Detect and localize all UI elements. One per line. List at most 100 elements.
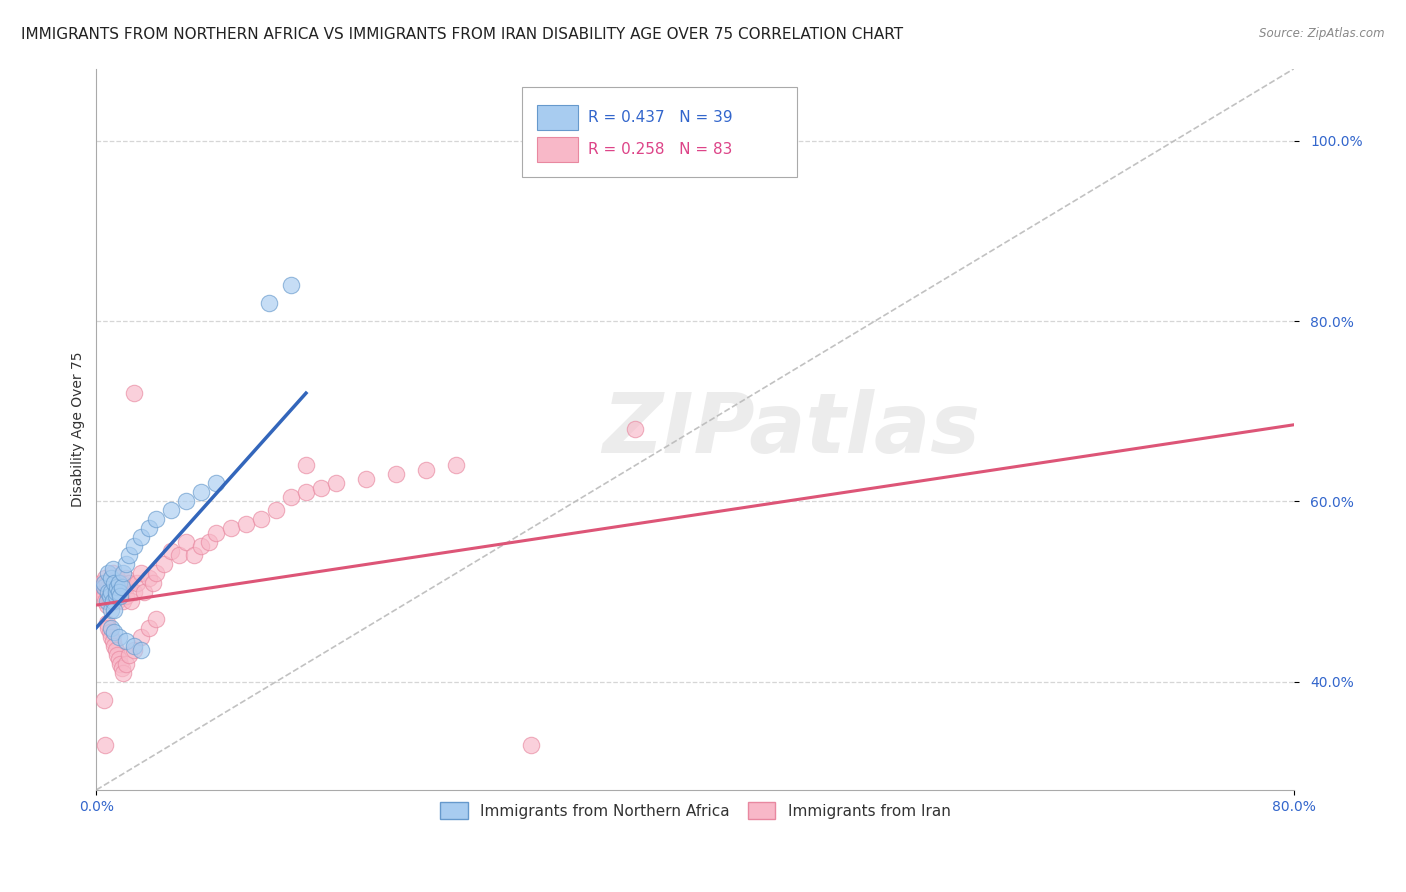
- Point: [295, 458, 318, 473]
- Point: [103, 625, 125, 640]
- Point: [111, 575, 134, 590]
- Point: [118, 549, 141, 563]
- Point: [96, 598, 118, 612]
- Point: [309, 481, 332, 495]
- Point: [138, 571, 160, 585]
- Point: [97, 621, 120, 635]
- Point: [98, 589, 121, 603]
- Point: [112, 665, 135, 680]
- Point: [122, 584, 145, 599]
- Point: [110, 657, 132, 671]
- Point: [115, 657, 138, 671]
- Point: [280, 277, 302, 292]
- Point: [101, 562, 124, 576]
- Point: [142, 575, 165, 590]
- Point: [219, 521, 242, 535]
- Point: [93, 580, 115, 594]
- Point: [145, 611, 167, 625]
- Point: [145, 512, 167, 526]
- Point: [98, 584, 121, 599]
- Point: [205, 476, 228, 491]
- FancyBboxPatch shape: [522, 87, 797, 177]
- Point: [354, 472, 377, 486]
- Legend: Immigrants from Northern Africa, Immigrants from Iran: Immigrants from Northern Africa, Immigra…: [434, 796, 956, 826]
- Point: [105, 648, 128, 662]
- Point: [108, 575, 131, 590]
- Point: [108, 630, 131, 644]
- Point: [129, 566, 152, 581]
- Point: [122, 386, 145, 401]
- Point: [96, 616, 118, 631]
- Point: [94, 738, 117, 752]
- Point: [101, 593, 124, 607]
- Point: [112, 566, 135, 581]
- Point: [96, 593, 118, 607]
- Point: [110, 589, 132, 603]
- Point: [257, 296, 280, 310]
- Point: [205, 525, 228, 540]
- Point: [444, 458, 467, 473]
- Point: [100, 630, 122, 644]
- Point: [624, 422, 647, 436]
- Point: [103, 580, 125, 594]
- Point: [100, 575, 122, 590]
- Point: [94, 571, 117, 585]
- Point: [122, 540, 145, 554]
- FancyBboxPatch shape: [537, 137, 578, 161]
- Point: [235, 516, 257, 531]
- Point: [108, 584, 131, 599]
- Point: [103, 602, 125, 616]
- Point: [90, 575, 112, 590]
- Point: [97, 566, 120, 581]
- Point: [122, 639, 145, 653]
- Point: [100, 571, 122, 585]
- Point: [183, 549, 205, 563]
- Point: [138, 621, 160, 635]
- Point: [415, 463, 437, 477]
- Point: [174, 535, 197, 549]
- FancyBboxPatch shape: [537, 105, 578, 130]
- Point: [115, 558, 138, 572]
- Point: [145, 566, 167, 581]
- Point: [104, 584, 127, 599]
- Point: [519, 738, 541, 752]
- Point: [104, 589, 127, 603]
- Point: [93, 589, 115, 603]
- Point: [129, 643, 152, 657]
- Point: [100, 584, 122, 599]
- Point: [190, 540, 212, 554]
- Point: [97, 589, 120, 603]
- Point: [100, 602, 122, 616]
- Point: [111, 580, 134, 594]
- Point: [98, 593, 121, 607]
- Point: [103, 575, 125, 590]
- Point: [264, 503, 287, 517]
- Point: [105, 571, 128, 585]
- Point: [167, 549, 190, 563]
- Point: [94, 593, 117, 607]
- Point: [104, 575, 127, 590]
- Point: [152, 558, 174, 572]
- Point: [97, 580, 120, 594]
- Point: [103, 589, 125, 603]
- Point: [96, 575, 118, 590]
- Point: [325, 476, 347, 491]
- Point: [93, 584, 115, 599]
- Point: [138, 521, 160, 535]
- Point: [105, 593, 128, 607]
- Text: R = 0.437   N = 39: R = 0.437 N = 39: [588, 110, 733, 125]
- Point: [93, 692, 115, 706]
- Point: [97, 584, 120, 599]
- Point: [129, 530, 152, 544]
- Point: [134, 584, 156, 599]
- Point: [115, 589, 138, 603]
- Point: [197, 535, 219, 549]
- Point: [91, 580, 114, 594]
- Point: [103, 639, 125, 653]
- Point: [122, 643, 145, 657]
- Text: R = 0.258   N = 83: R = 0.258 N = 83: [588, 142, 733, 157]
- Point: [129, 630, 152, 644]
- Text: ZIPatlas: ZIPatlas: [602, 389, 980, 470]
- Point: [295, 485, 318, 500]
- Point: [111, 661, 134, 675]
